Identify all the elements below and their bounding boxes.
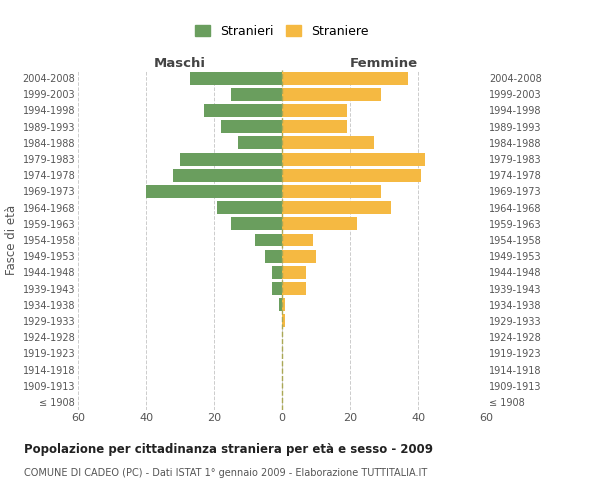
Text: COMUNE DI CADEO (PC) - Dati ISTAT 1° gennaio 2009 - Elaborazione TUTTITALIA.IT: COMUNE DI CADEO (PC) - Dati ISTAT 1° gen… (24, 468, 427, 477)
Bar (282, 185, 380, 198)
Bar (146, 185, 282, 198)
Bar (282, 201, 391, 214)
Bar (238, 136, 282, 149)
Bar (231, 88, 282, 101)
Bar (282, 152, 425, 166)
Bar (180, 152, 282, 166)
Bar (282, 72, 408, 85)
Bar (282, 314, 286, 328)
Text: Maschi: Maschi (154, 57, 206, 70)
Text: Femmine: Femmine (350, 57, 418, 70)
Y-axis label: Fasce di età: Fasce di età (5, 205, 19, 275)
Bar (282, 104, 347, 117)
Bar (282, 136, 374, 149)
Bar (272, 282, 282, 295)
Bar (282, 120, 347, 133)
Bar (217, 201, 282, 214)
Legend: Stranieri, Straniere: Stranieri, Straniere (191, 21, 373, 42)
Bar (282, 88, 380, 101)
Bar (282, 266, 306, 279)
Bar (282, 250, 316, 262)
Bar (255, 234, 282, 246)
Bar (265, 250, 282, 262)
Bar (173, 169, 282, 181)
Bar (282, 234, 313, 246)
Bar (221, 120, 282, 133)
Bar (272, 266, 282, 279)
Bar (282, 169, 421, 181)
Bar (190, 72, 282, 85)
Bar (282, 218, 357, 230)
Bar (231, 218, 282, 230)
Bar (278, 298, 282, 311)
Bar (282, 298, 286, 311)
Bar (204, 104, 282, 117)
Text: Popolazione per cittadinanza straniera per età e sesso - 2009: Popolazione per cittadinanza straniera p… (24, 442, 433, 456)
Bar (282, 282, 306, 295)
